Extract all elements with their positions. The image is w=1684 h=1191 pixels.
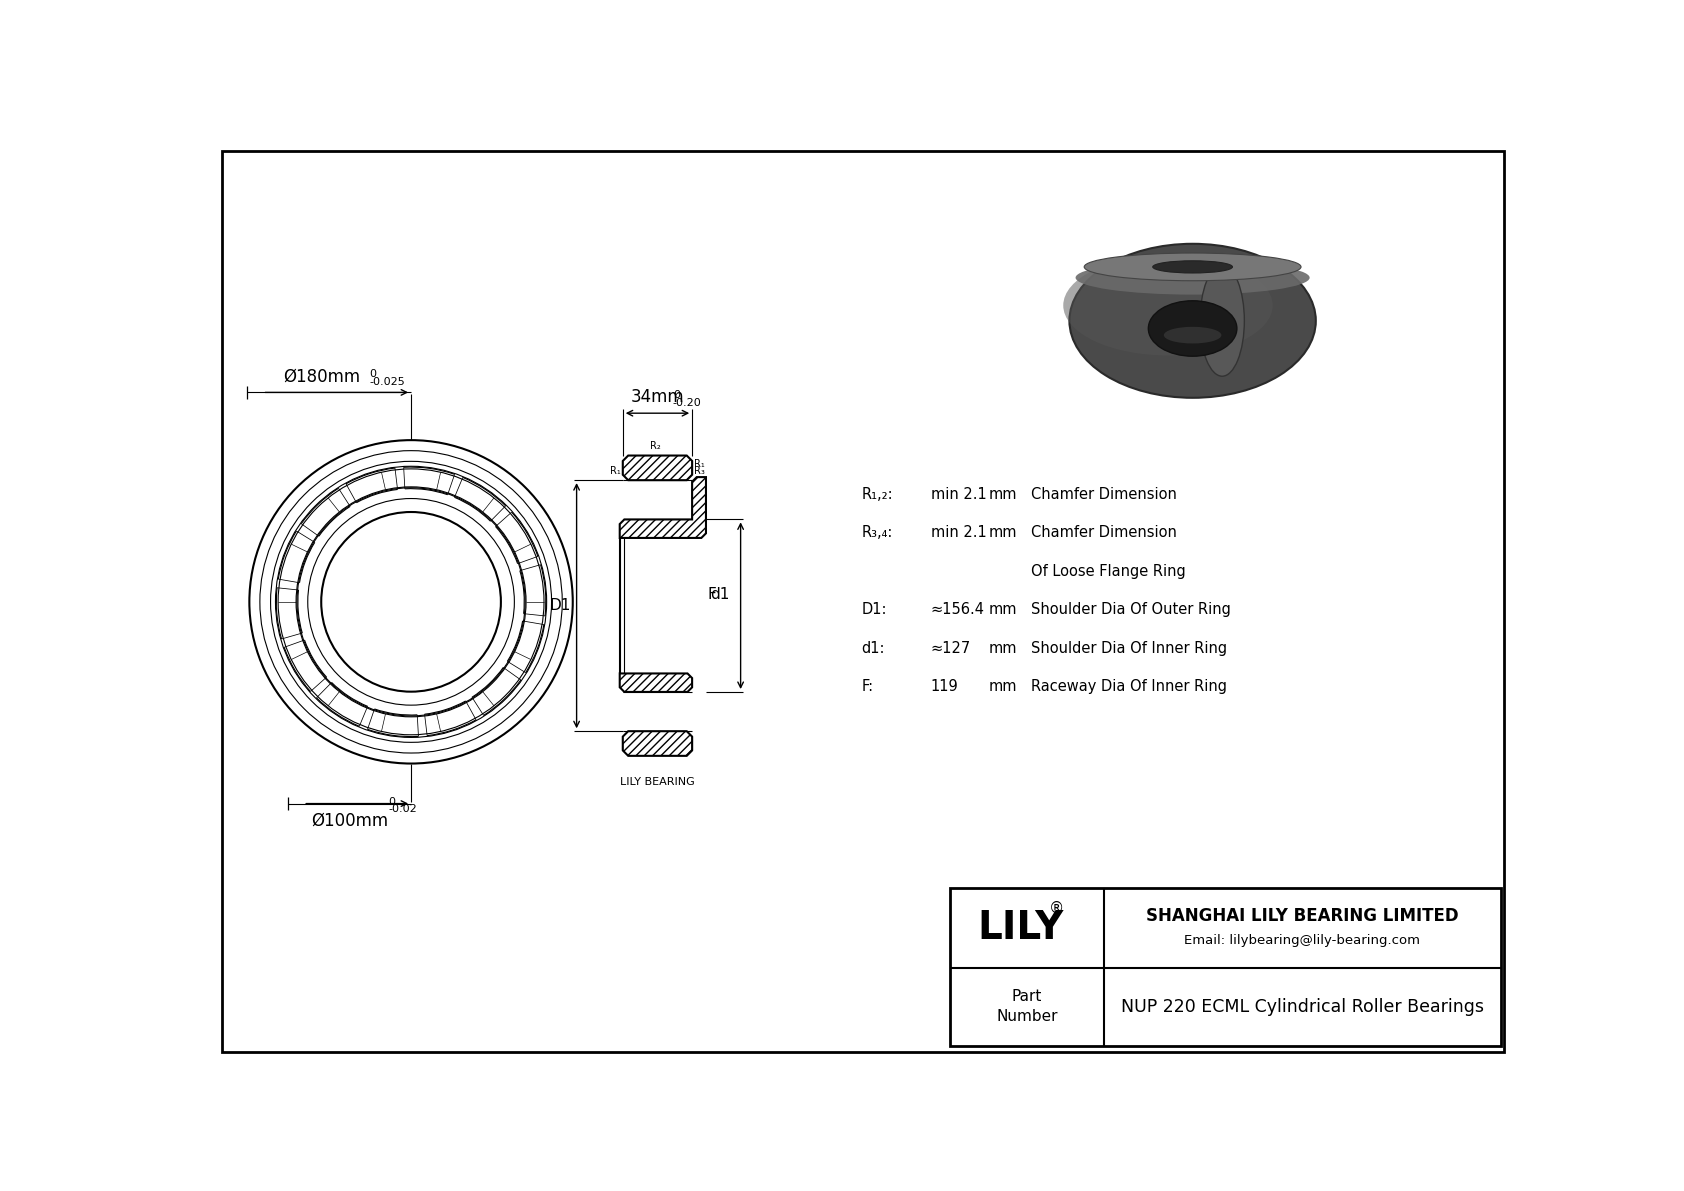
- Text: D1:: D1:: [862, 601, 887, 617]
- Text: 119: 119: [931, 679, 958, 694]
- Text: -0.20: -0.20: [674, 398, 702, 407]
- Text: mm: mm: [989, 525, 1017, 540]
- Text: Chamfer Dimension: Chamfer Dimension: [1031, 525, 1177, 540]
- Text: Shoulder Dia Of Outer Ring: Shoulder Dia Of Outer Ring: [1031, 601, 1231, 617]
- Text: mm: mm: [989, 601, 1017, 617]
- Text: R₁: R₁: [694, 459, 704, 468]
- Text: mm: mm: [989, 487, 1017, 501]
- Text: R₄: R₄: [694, 486, 704, 497]
- Text: -0.025: -0.025: [369, 378, 404, 387]
- Ellipse shape: [1076, 261, 1310, 294]
- Text: R₃: R₃: [694, 467, 704, 476]
- Ellipse shape: [1084, 252, 1302, 281]
- Text: ≈127: ≈127: [931, 641, 972, 655]
- Text: Of Loose Flange Ring: Of Loose Flange Ring: [1031, 563, 1186, 579]
- Ellipse shape: [1069, 244, 1315, 398]
- Ellipse shape: [1148, 301, 1236, 356]
- Ellipse shape: [1201, 266, 1244, 376]
- Text: R₁,₂:: R₁,₂:: [862, 487, 893, 501]
- Text: Part
Number: Part Number: [997, 990, 1058, 1024]
- Text: min 2.1: min 2.1: [931, 525, 987, 540]
- Ellipse shape: [1164, 326, 1221, 343]
- Polygon shape: [620, 673, 692, 692]
- Text: ®: ®: [1049, 900, 1064, 916]
- Text: 0: 0: [369, 369, 376, 379]
- Text: 34mm: 34mm: [630, 388, 684, 406]
- Text: R₂: R₂: [650, 441, 660, 451]
- Text: Email: lilybearing@lily-bearing.com: Email: lilybearing@lily-bearing.com: [1184, 934, 1420, 947]
- Text: d1:: d1:: [862, 641, 886, 655]
- Text: Chamfer Dimension: Chamfer Dimension: [1031, 487, 1177, 501]
- Text: mm: mm: [989, 641, 1017, 655]
- Text: Raceway Dia Of Inner Ring: Raceway Dia Of Inner Ring: [1031, 679, 1228, 694]
- Text: 0: 0: [387, 797, 396, 806]
- Text: R₁: R₁: [610, 467, 620, 476]
- Text: 0: 0: [674, 391, 680, 400]
- Polygon shape: [620, 478, 706, 538]
- Polygon shape: [623, 455, 692, 480]
- Text: R₂: R₂: [625, 467, 635, 476]
- Text: mm: mm: [989, 679, 1017, 694]
- Text: Shoulder Dia Of Inner Ring: Shoulder Dia Of Inner Ring: [1031, 641, 1228, 655]
- Text: Ø100mm: Ø100mm: [312, 811, 387, 829]
- Text: SHANGHAI LILY BEARING LIMITED: SHANGHAI LILY BEARING LIMITED: [1147, 906, 1458, 924]
- Text: LILY: LILY: [978, 909, 1064, 947]
- Bar: [950, 888, 1500, 1046]
- Text: F:: F:: [862, 679, 874, 694]
- Text: ≈156.4: ≈156.4: [931, 601, 985, 617]
- Text: Ø180mm: Ø180mm: [283, 368, 360, 386]
- Text: min 2.1: min 2.1: [931, 487, 987, 501]
- Text: F: F: [707, 587, 716, 601]
- Text: R₃,₄:: R₃,₄:: [862, 525, 893, 540]
- Text: d1: d1: [711, 587, 729, 601]
- Ellipse shape: [1154, 261, 1233, 273]
- Text: LILY BEARING: LILY BEARING: [620, 778, 695, 787]
- Polygon shape: [623, 731, 692, 756]
- Ellipse shape: [1063, 255, 1273, 355]
- Text: -0.02: -0.02: [387, 804, 416, 815]
- Text: NUP 220 ECML Cylindrical Roller Bearings: NUP 220 ECML Cylindrical Roller Bearings: [1122, 998, 1484, 1016]
- Text: D1: D1: [549, 598, 571, 613]
